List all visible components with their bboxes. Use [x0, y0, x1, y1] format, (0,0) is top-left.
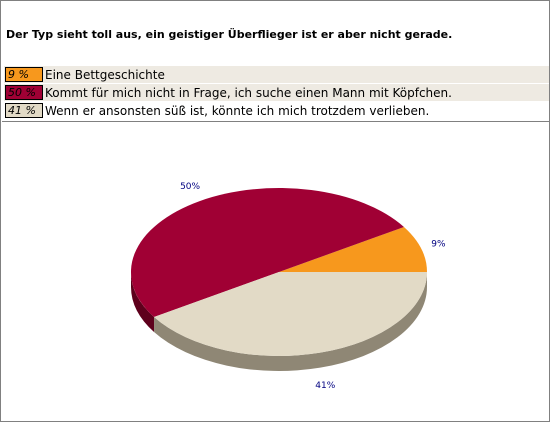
pie-chart: 9% 50% 41%	[130, 182, 446, 391]
answer-row-1: 9 % Eine Bettgeschichte	[4, 66, 549, 83]
pie-slice-1	[279, 226, 428, 272]
pie-slice-label-2: 50%	[180, 182, 200, 192]
answer-row-2: 50 % Kommt für mich nicht in Frage, ich …	[4, 84, 549, 101]
answer-label: Wenn er ansonsten süß ist, könnte ich mi…	[45, 103, 430, 118]
answer-list: 9 % Eine Bettgeschichte 50 % Kommt für m…	[4, 66, 549, 120]
divider	[2, 121, 550, 122]
pie-slice-label-3: 41%	[315, 381, 335, 391]
answer-percent-badge: 50 %	[5, 85, 43, 100]
answer-percent-badge: 41 %	[5, 103, 43, 118]
pie-side-2	[131, 272, 155, 333]
answer-percent-badge: 9 %	[5, 67, 43, 82]
answer-row-3: 41 % Wenn er ansonsten süß ist, könnte i…	[4, 102, 549, 119]
pie-slice-label-1: 9%	[431, 240, 446, 250]
answer-label: Eine Bettgeschichte	[45, 67, 165, 82]
pie-slice-3	[154, 272, 428, 357]
pie-slice-2	[130, 187, 404, 318]
poll-question: Der Typ sieht toll aus, ein geistiger Üb…	[6, 28, 453, 41]
pie-side-3	[154, 272, 428, 372]
answer-label: Kommt für mich nicht in Frage, ich suche…	[45, 85, 452, 100]
